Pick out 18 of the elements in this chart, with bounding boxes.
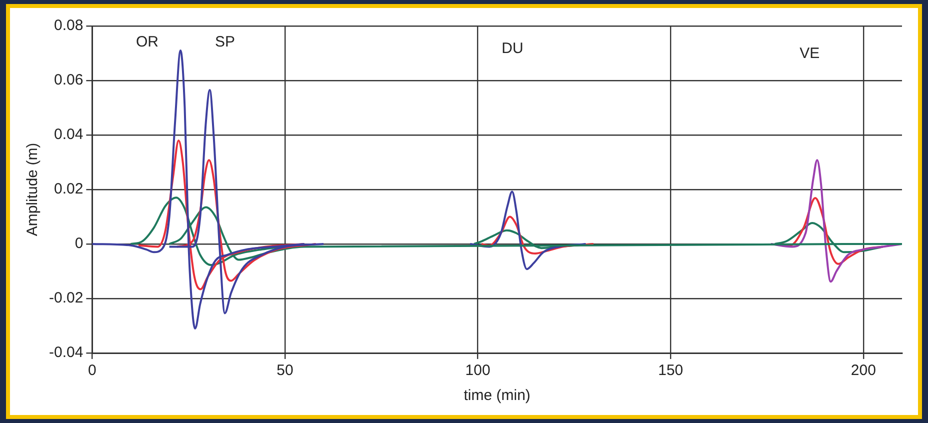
annotation: VE [800, 44, 820, 62]
y-axis-title: Amplitude (m) [24, 142, 42, 236]
x-tick-label: 150 [658, 362, 684, 380]
x-axis-title: time (min) [464, 387, 530, 404]
annotation: SP [214, 33, 236, 50]
y-tick-label: 0.02 [54, 180, 84, 198]
annotation: DU [502, 40, 524, 58]
x-tick-label: 100 [465, 362, 490, 380]
y-tick-label: 0.08 [54, 17, 84, 34]
y-tick-label: 0.06 [54, 72, 84, 89]
x-tick-label: 200 [850, 362, 876, 380]
y-tick-label: -0.02 [48, 290, 84, 307]
annotation: OR [136, 33, 159, 50]
y-tick-label: 0.04 [54, 126, 84, 144]
y-tick-label: -0.04 [48, 344, 84, 362]
y-tick-label: 0 [74, 235, 84, 252]
x-tick-label: 0 [88, 362, 96, 380]
x-tick-label: 50 [276, 362, 294, 380]
